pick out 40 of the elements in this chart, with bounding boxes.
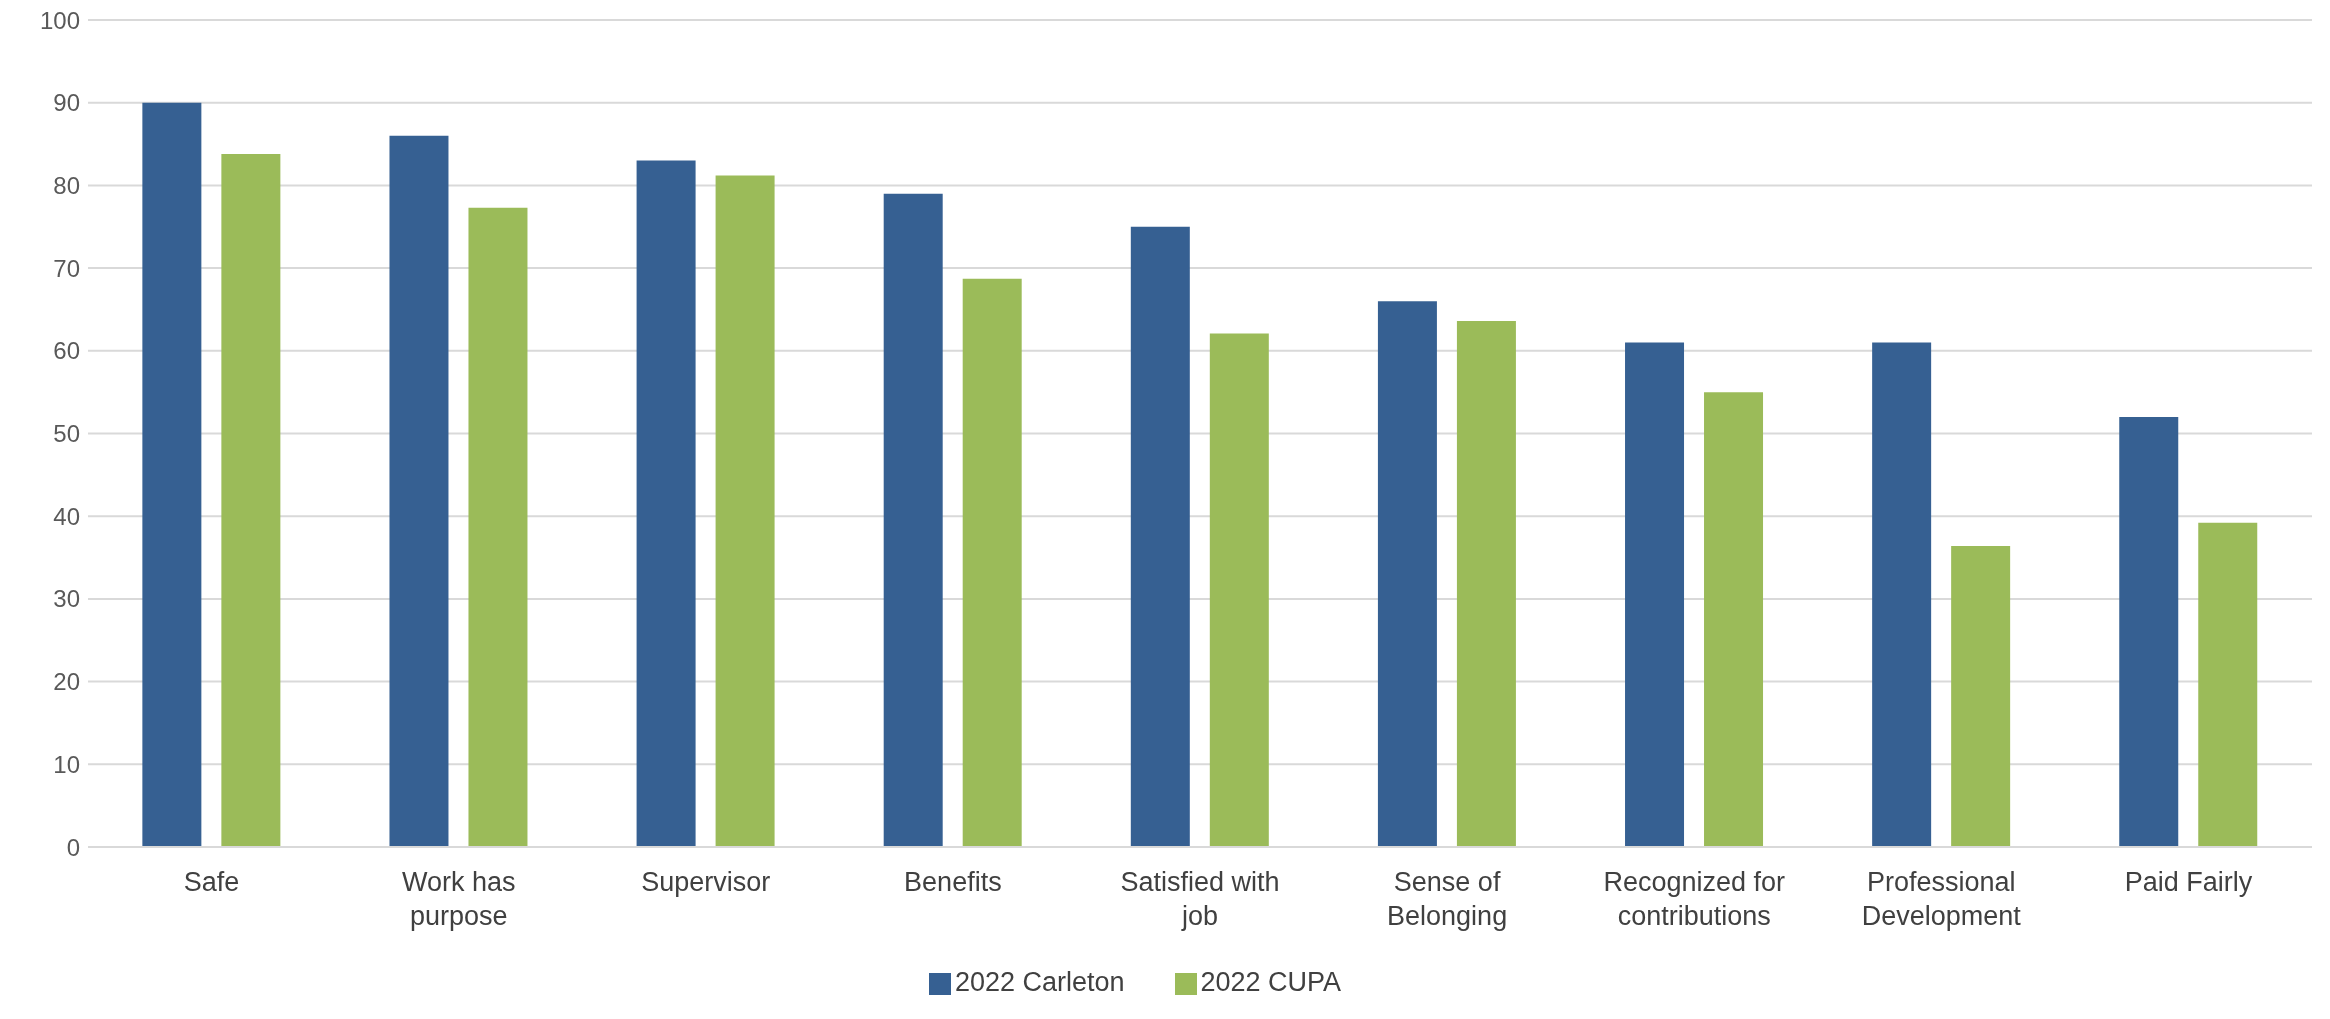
bar: [1951, 545, 2011, 847]
legend-label: 2022 Carleton: [954, 967, 1125, 997]
bar: [1130, 226, 1190, 847]
y-tick-label: 20: [53, 668, 80, 696]
y-tick-label: 40: [53, 502, 80, 530]
bar: [142, 102, 202, 847]
x-tick-label: Work has purpose: [401, 867, 516, 931]
bar: [1704, 392, 1764, 847]
bar: [1872, 342, 1932, 847]
x-tick-label: Supervisor: [641, 867, 771, 897]
bar: [883, 193, 943, 847]
bar: [962, 278, 1022, 847]
x-tick-label: Benefits: [904, 867, 1002, 897]
bar: [2198, 522, 2258, 847]
bar: [1625, 342, 1685, 847]
y-tick-label: 90: [53, 89, 80, 117]
bar: [2119, 416, 2179, 847]
bar: [468, 207, 528, 847]
bar: [221, 153, 281, 847]
x-tick-label: Recognized for contributions: [1603, 867, 1786, 931]
bar: [1377, 301, 1437, 847]
x-tick-label: Paid Fairly: [2124, 867, 2253, 897]
y-tick-label: 70: [53, 254, 80, 282]
x-tick-label: Sense of Belonging: [1387, 867, 1508, 931]
y-tick-label: 80: [53, 171, 80, 199]
bar: [1209, 333, 1269, 847]
x-tick-label: Safe: [183, 867, 240, 897]
y-tick-label: 0: [66, 833, 80, 861]
x-tick-label: Satisfied with job: [1120, 867, 1280, 931]
legend-label: 2022 CUPA: [1200, 967, 1342, 997]
bar: [389, 135, 449, 847]
bar: [715, 175, 775, 847]
bar: [636, 160, 696, 847]
y-tick-label: 100: [39, 6, 80, 34]
y-tick-label: 60: [53, 337, 80, 365]
y-tick-label: 10: [53, 750, 80, 778]
y-tick-label: 30: [53, 585, 80, 613]
y-tick-label: 50: [53, 420, 80, 448]
bar: [1456, 321, 1516, 847]
x-tick-label: Professional Development: [1861, 867, 2022, 931]
